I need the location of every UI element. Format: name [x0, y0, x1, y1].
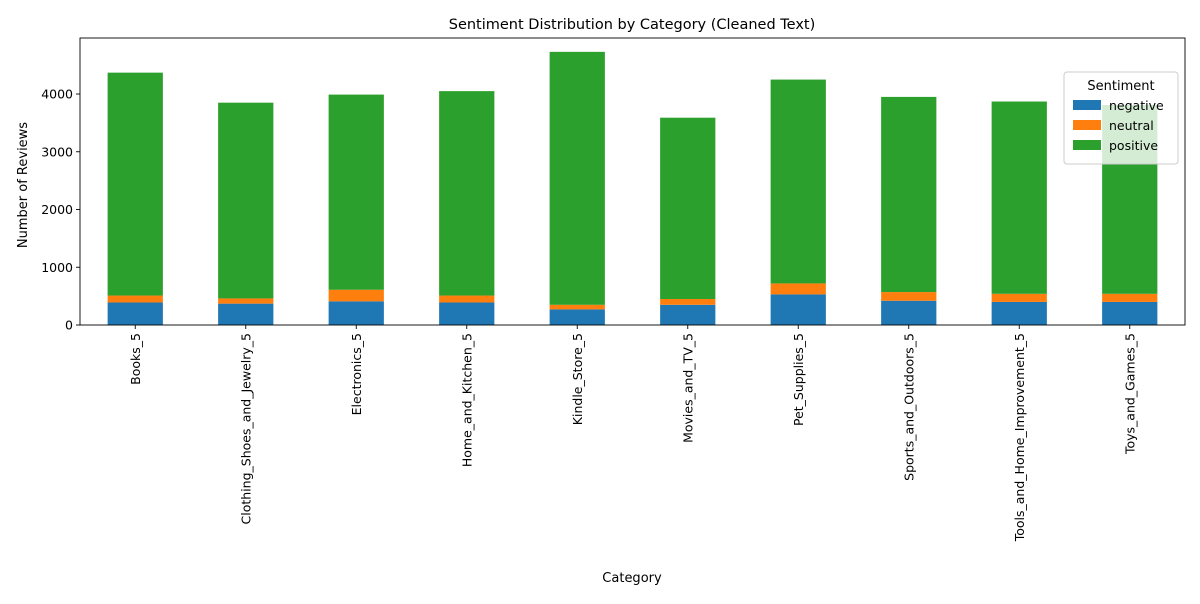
bar-neutral-0	[107, 295, 163, 303]
bar-negative-9	[1102, 301, 1158, 325]
chart-title: Sentiment Distribution by Category (Clea…	[449, 17, 816, 33]
x-tick-label-6: Pet_Supplies_5	[791, 333, 806, 426]
bar-negative-8	[991, 301, 1047, 325]
bar-positive-5	[660, 117, 716, 300]
bar-neutral-8	[991, 293, 1047, 302]
bar-positive-4	[549, 51, 605, 305]
bar-neutral-7	[881, 292, 937, 301]
x-tick-label-3: Home_and_Kitchen_5	[459, 333, 474, 467]
legend-label-neutral: neutral	[1109, 118, 1154, 133]
bar-neutral-4	[549, 304, 605, 310]
bar-negative-3	[439, 302, 495, 325]
bar-negative-4	[549, 309, 605, 325]
bar-positive-3	[439, 91, 495, 296]
y-tick-label-4: 4000	[41, 87, 73, 102]
bar-neutral-2	[328, 289, 384, 302]
legend-swatch-positive	[1073, 140, 1101, 150]
bar-positive-7	[881, 96, 937, 293]
x-tick-label-8: Tools_and_Home_Improvement_5	[1012, 333, 1027, 542]
bar-neutral-1	[218, 298, 274, 304]
axes-layer: 0 1000 2000 3000 4000 Books_5 Clothing_Shoes_a…	[41, 37, 1186, 542]
legend: Sentiment negative neutral positive	[1063, 71, 1179, 165]
y-axis-label: Number of Reviews	[16, 122, 31, 248]
bar-neutral-9	[1102, 293, 1158, 302]
x-tick-label-7: Sports_and_Outdoors_5	[901, 333, 916, 481]
bar-positive-1	[218, 102, 274, 299]
legend-label-positive: positive	[1109, 138, 1158, 153]
legend-swatch-neutral	[1073, 120, 1101, 130]
bar-positive-0	[107, 72, 163, 296]
y-tick-label-3: 3000	[41, 144, 73, 159]
plot-frame	[79, 37, 1186, 326]
bar-positive-8	[991, 101, 1047, 294]
bar-negative-5	[660, 304, 716, 325]
bar-neutral-6	[770, 283, 826, 295]
legend-title: Sentiment	[1087, 79, 1154, 94]
x-tick-label-0: Books_5	[128, 333, 143, 385]
bar-negative-6	[770, 294, 826, 325]
legend-label-negative: negative	[1109, 98, 1164, 113]
x-tick-label-9: Toys_and_Games_5	[1122, 333, 1137, 455]
x-tick-label-2: Electronics_5	[349, 333, 364, 415]
bar-negative-7	[881, 300, 937, 325]
legend-swatch-negative	[1073, 100, 1101, 110]
bar-negative-2	[328, 301, 384, 325]
x-tick-label-1: Clothing_Shoes_and_Jewelry_5	[238, 333, 253, 524]
bars-layer	[107, 51, 1158, 325]
x-tick-label-5: Movies_and_TV_5	[680, 333, 695, 443]
bar-negative-1	[218, 303, 274, 325]
bar-neutral-5	[660, 299, 716, 305]
bar-positive-6	[770, 79, 826, 284]
y-tick-label-0: 0	[65, 318, 73, 333]
x-axis-label: Category	[602, 571, 662, 586]
bar-positive-2	[328, 94, 384, 290]
bar-negative-0	[107, 302, 163, 325]
y-tick-label-1: 1000	[41, 260, 73, 275]
x-tick-label-4: Kindle_Store_5	[570, 333, 585, 425]
bar-neutral-3	[439, 295, 495, 303]
y-tick-label-2: 2000	[41, 202, 73, 217]
